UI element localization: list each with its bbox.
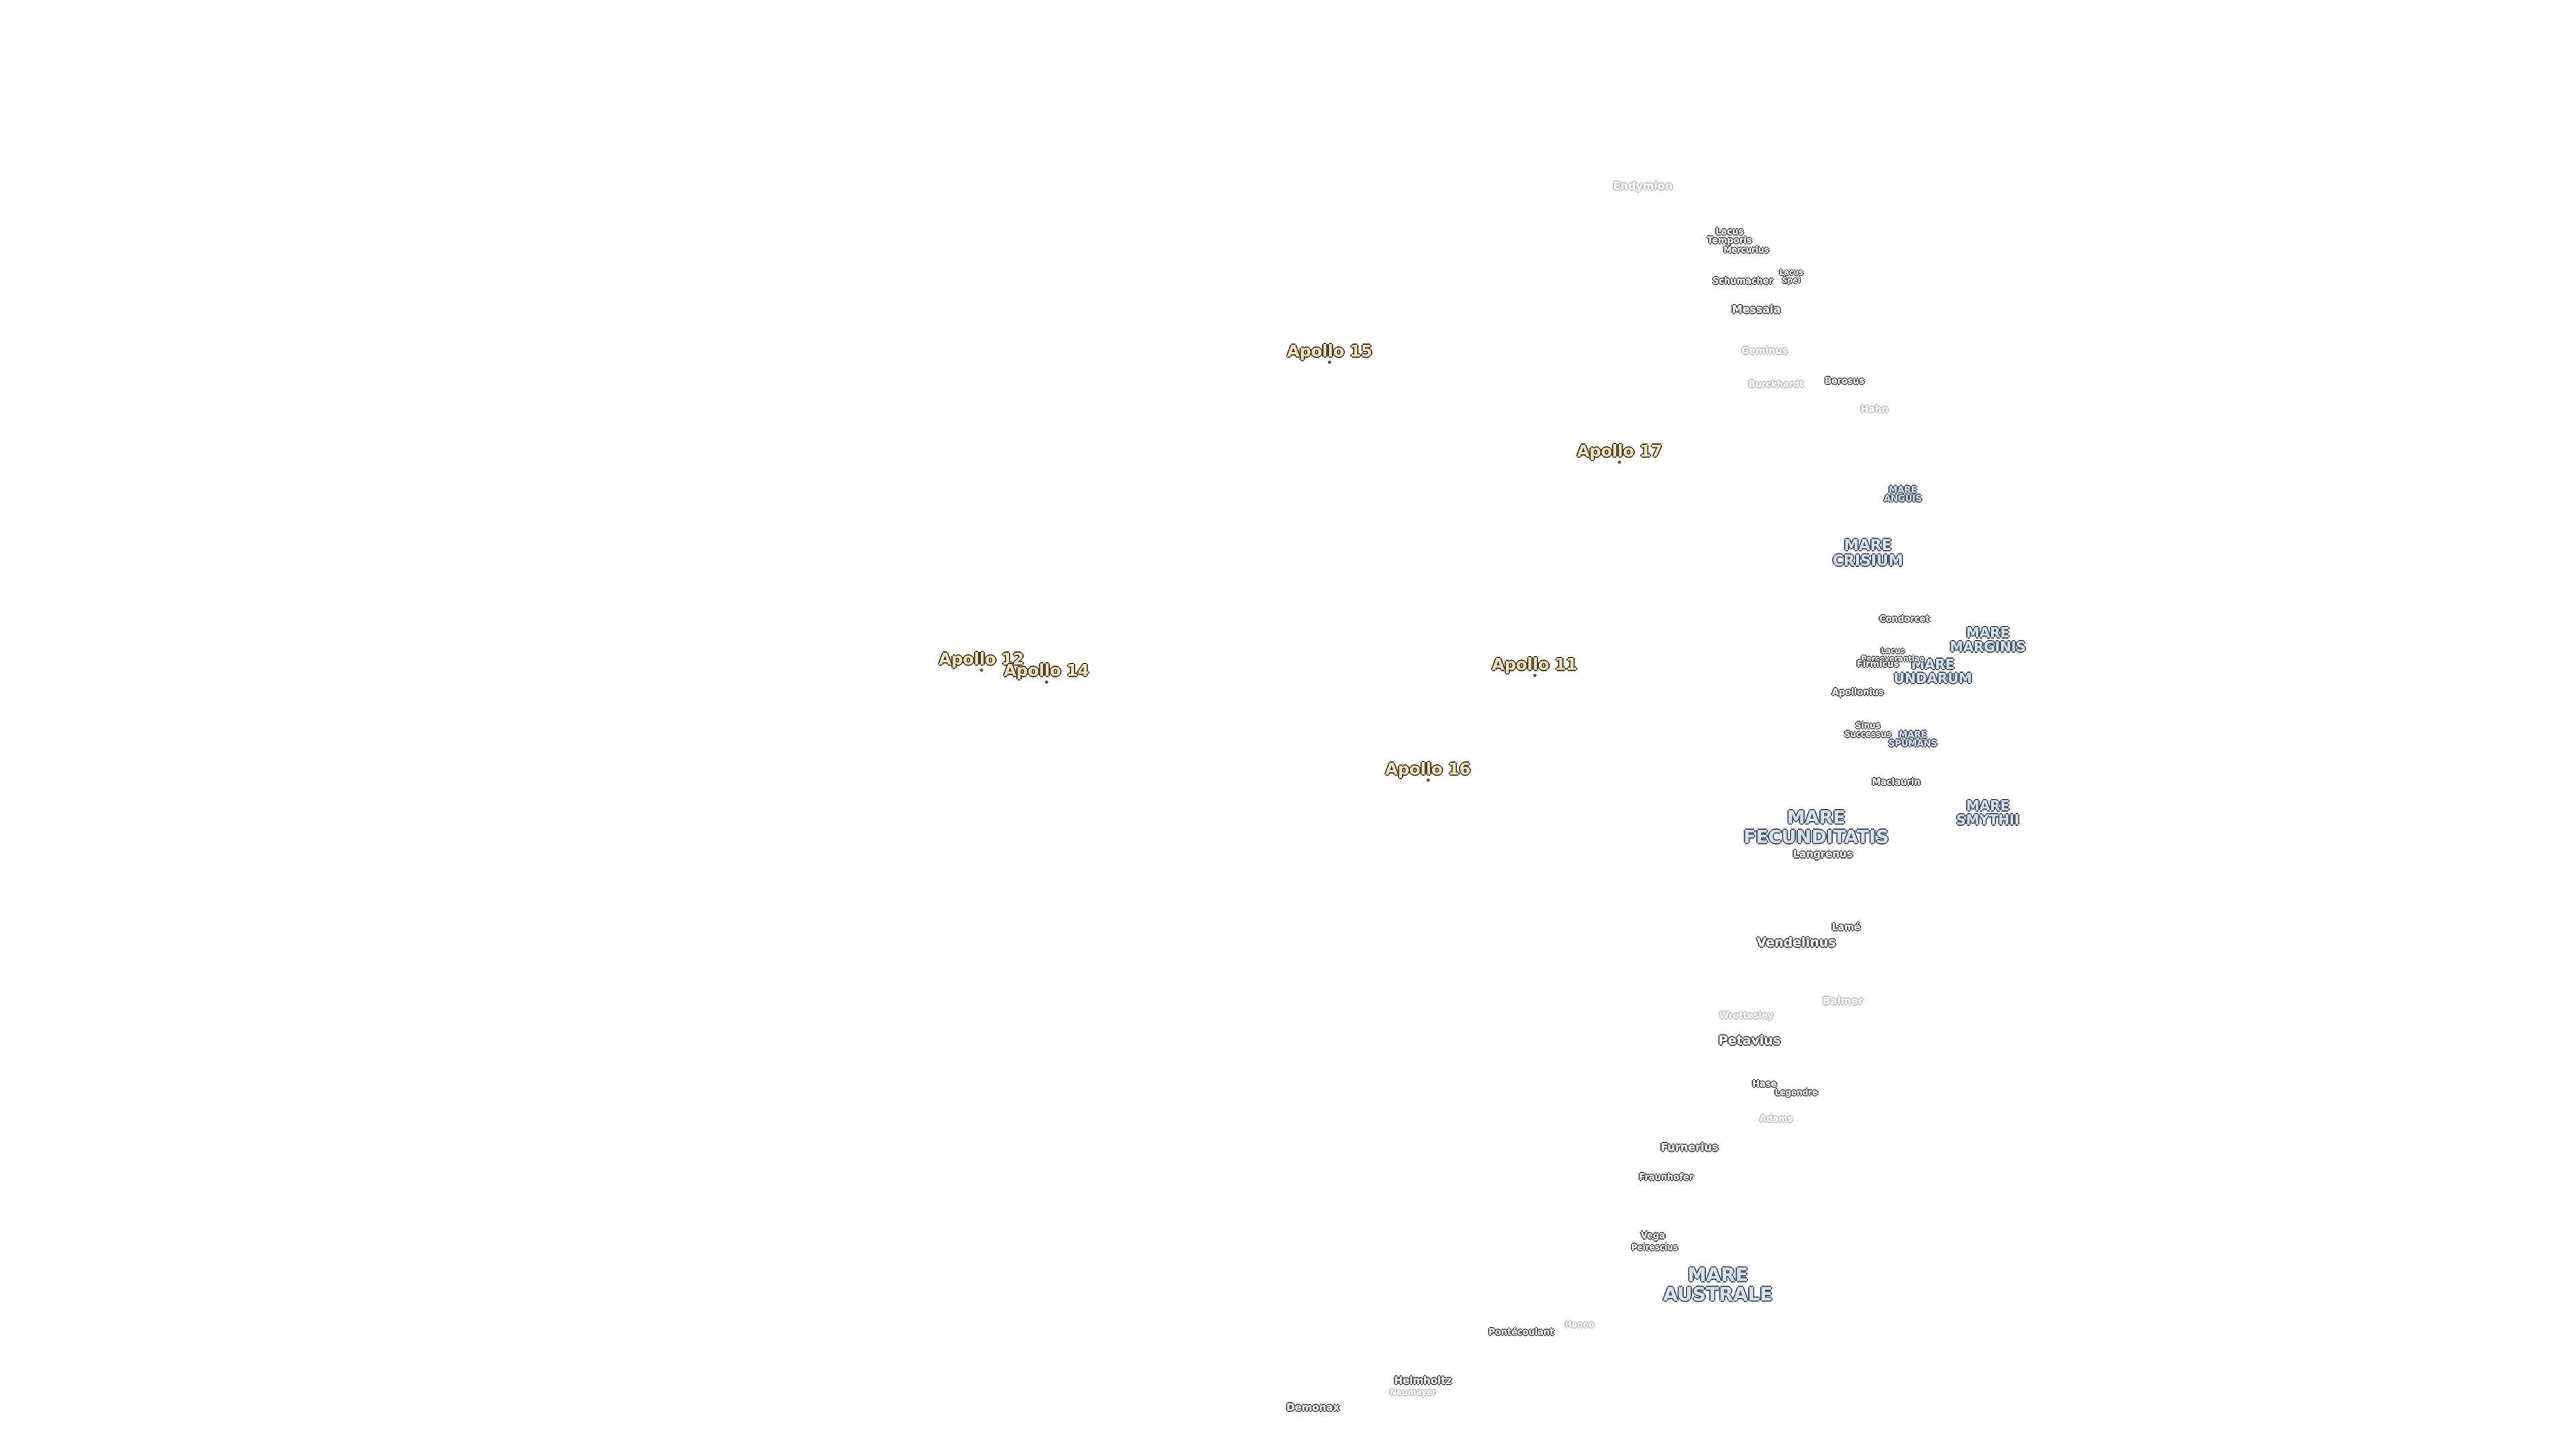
crater-label: Messala bbox=[1731, 303, 1781, 316]
crater-label: Balmer bbox=[1823, 994, 1864, 1007]
crater-label: Mercurius bbox=[1723, 245, 1769, 255]
crater-label: Hase bbox=[1752, 1079, 1777, 1090]
crater-label: Adams bbox=[1760, 1114, 1793, 1125]
mare-label: MARE MARGINIS bbox=[1949, 624, 2026, 655]
crater-label: Fraunhofer bbox=[1639, 1173, 1694, 1183]
crater-label: Langrenus bbox=[1792, 848, 1853, 861]
apollo-site-label: Apollo 17 bbox=[1577, 442, 1662, 464]
crater-label: Lacus Temporis bbox=[1707, 227, 1752, 246]
mare-label: MARE SMYTHII bbox=[1956, 798, 2020, 828]
mare-label: MARE CRISIUM bbox=[1832, 537, 1903, 570]
crater-label: Hahn bbox=[1860, 404, 1888, 415]
crater-label: Maclaurin bbox=[1872, 777, 1921, 788]
crater-label: Lacus Perseverantiae bbox=[1861, 646, 1925, 663]
crater-label: Demonax bbox=[1286, 1401, 1340, 1413]
crater-label: Burckhardt bbox=[1748, 379, 1804, 390]
apollo-site-label: Apollo 14 bbox=[1004, 662, 1089, 684]
crater-label: Condorcet bbox=[1879, 614, 1930, 625]
crater-label: Helmholtz bbox=[1394, 1375, 1452, 1387]
crater-label: Hanno bbox=[1564, 1320, 1595, 1330]
crater-label: Lamé bbox=[1831, 922, 1861, 934]
mare-label: MARE SPUMANS bbox=[1888, 730, 1937, 749]
apollo-site-label: Apollo 11 bbox=[1492, 655, 1577, 677]
crater-label: Endymion bbox=[1613, 179, 1673, 193]
mare-label: MARE FECUNDITATIS bbox=[1743, 808, 1889, 848]
mare-label: MARE UNDARUM bbox=[1893, 655, 1972, 686]
crater-label: Legendre bbox=[1774, 1088, 1818, 1098]
crater-label: Furnerius bbox=[1660, 1140, 1719, 1154]
crater-label: Berosus bbox=[1825, 376, 1864, 386]
crater-label: Neumayer bbox=[1389, 1388, 1436, 1398]
crater-label: Sinus Successus bbox=[1844, 720, 1892, 739]
mare-label: MARE ANGUIS bbox=[1884, 485, 1922, 504]
crater-label: Lacus Spei bbox=[1779, 268, 1803, 285]
mare-label: MARE AUSTRALE bbox=[1663, 1263, 1773, 1306]
apollo-site-label: Apollo 16 bbox=[1385, 761, 1470, 782]
crater-label: Wrottesley bbox=[1719, 1011, 1774, 1022]
crater-label: Firmicus bbox=[1857, 659, 1899, 670]
crater-label: Apollonius bbox=[1832, 688, 1884, 698]
crater-label: Schumacher bbox=[1713, 276, 1774, 286]
crater-label: Petavius bbox=[1718, 1033, 1781, 1049]
crater-label: Vega bbox=[1640, 1231, 1666, 1242]
crater-label: Peirescius bbox=[1631, 1243, 1678, 1253]
apollo-site-label: Apollo 15 bbox=[1287, 342, 1373, 364]
crater-label: Geminus bbox=[1741, 345, 1788, 357]
crater-label: Vendelinus bbox=[1756, 934, 1836, 950]
crater-label: Pontécoulant bbox=[1489, 1328, 1554, 1338]
